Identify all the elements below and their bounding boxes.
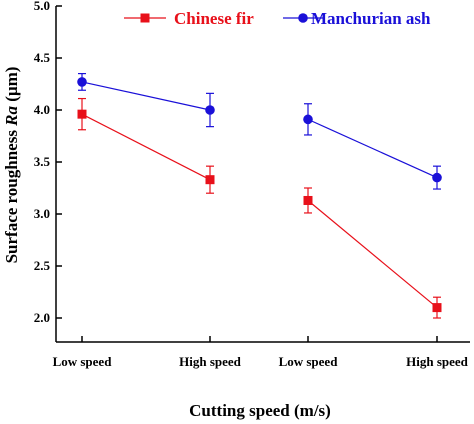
data-point — [432, 172, 442, 183]
y-axis-label-italic: Ra — [2, 105, 21, 126]
y-tick-label: 3.5 — [34, 154, 51, 169]
y-axis-label-suffix: (μm) — [2, 67, 21, 106]
x-tick-label: High speed — [406, 354, 469, 369]
series-line — [81, 113, 211, 181]
data-point — [303, 114, 313, 125]
x-axis-ticks: Low speed High speed Low speed High speed — [53, 336, 469, 369]
data-point — [432, 303, 442, 313]
y-tick-label: 5.0 — [34, 0, 50, 13]
plot-frame — [55, 6, 470, 343]
x-tick-label: Low speed — [53, 354, 113, 369]
data-point — [77, 77, 87, 87]
y-axis-label: Surface roughness Ra (μm) — [2, 67, 21, 264]
y-tick-label: 4.5 — [34, 50, 51, 65]
legend-label: Chinese fir — [174, 9, 254, 28]
data-point — [205, 105, 215, 115]
y-axis-ticks: 2.0 2.5 3.0 3.5 4.0 4.5 5.0 — [34, 0, 62, 325]
series-manchurian-ash — [77, 72, 442, 190]
data-point — [303, 195, 313, 205]
series-layer — [77, 72, 442, 319]
data-point — [205, 175, 215, 185]
legend-label: Manchurian ash — [311, 9, 431, 28]
y-tick-label: 2.5 — [34, 258, 51, 273]
data-point — [77, 109, 87, 119]
legend-marker — [140, 13, 150, 23]
y-tick-label: 3.0 — [34, 206, 50, 221]
series-line — [307, 200, 438, 309]
x-tick-label: High speed — [179, 354, 242, 369]
legend-marker — [298, 13, 308, 23]
x-axis-label: Cutting speed (m/s) — [189, 401, 331, 420]
series-line — [307, 118, 438, 179]
series-line — [81, 81, 211, 111]
y-axis-label-prefix: Surface roughness — [2, 126, 21, 264]
y-tick-label: 2.0 — [34, 310, 50, 325]
legend: Chinese fir Manchurian ash — [124, 9, 431, 28]
y-tick-label: 4.0 — [34, 102, 50, 117]
series-chinese-fir — [77, 97, 442, 319]
x-tick-label: Low speed — [279, 354, 339, 369]
